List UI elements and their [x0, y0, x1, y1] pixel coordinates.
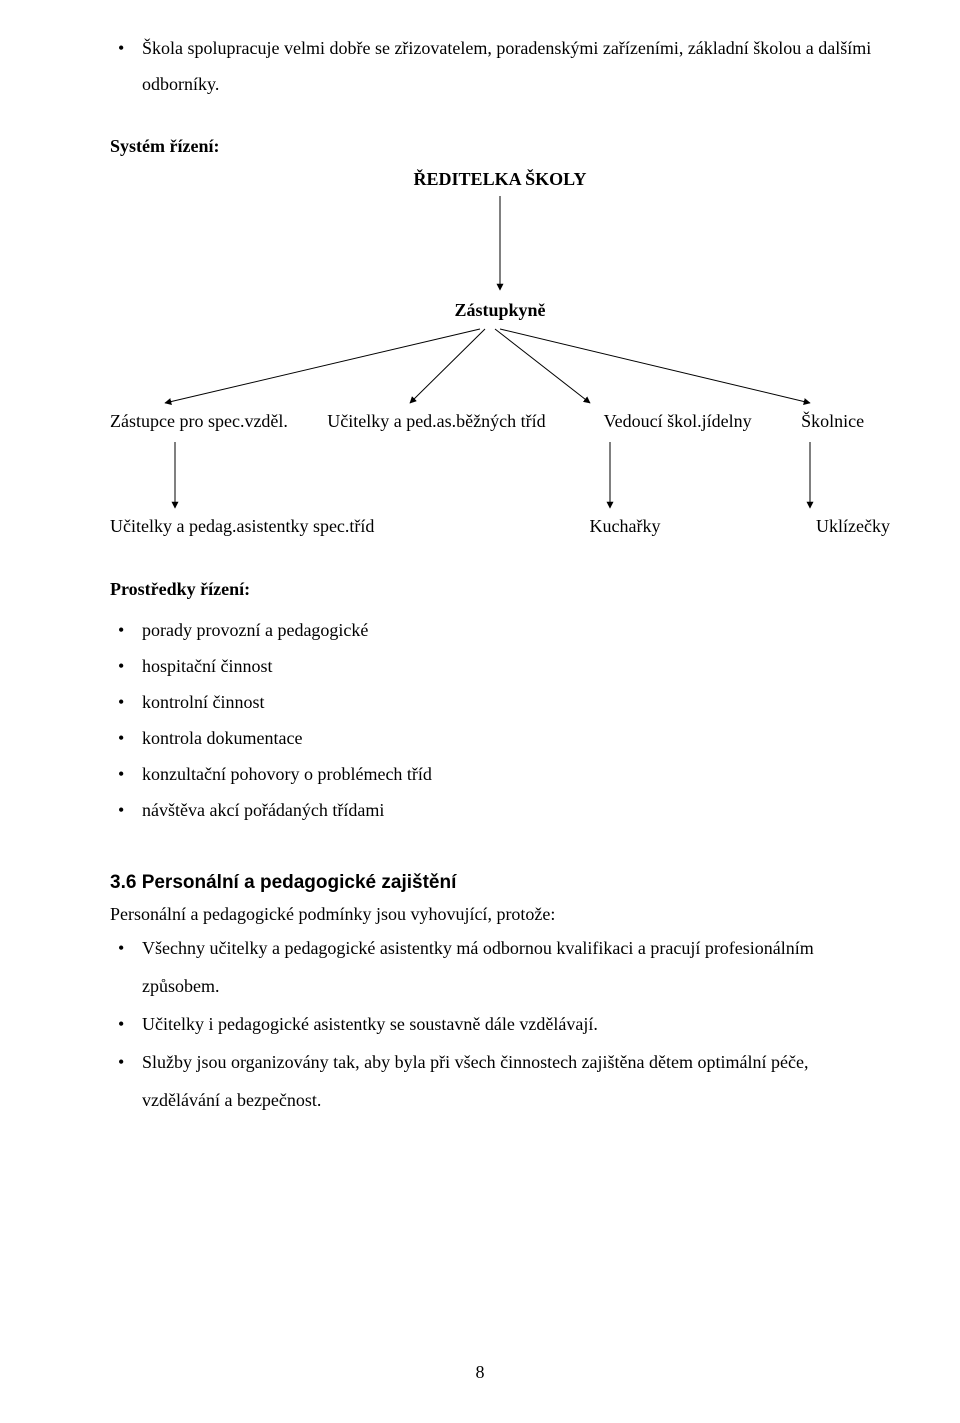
org-arrows-root [170, 190, 830, 300]
list-item: návštěva akcí pořádaných třídami [110, 792, 890, 828]
list-item: Učitelky i pedagogické asistentky se sou… [110, 1006, 890, 1044]
sec36-list: Všechny učitelky a pedagogické asistentk… [110, 930, 890, 1119]
page-number: 8 [0, 1362, 960, 1383]
list-item: Služby jsou organizovány tak, aby byla p… [110, 1044, 890, 1120]
org-row2-c: Uklízečky [720, 516, 890, 537]
list-item: porady provozní a pedagogické [110, 612, 890, 648]
list-item: kontrolní činnost [110, 684, 890, 720]
org-row2-a: Učitelky a pedag.asistentky spec.tříd [110, 516, 530, 537]
intro-bullet: Škola spolupracuje velmi dobře se zřizov… [110, 30, 890, 102]
system-heading: Systém řízení: [110, 136, 890, 157]
org-arrows-leaves [110, 436, 890, 516]
means-heading: Prostředky řízení: [110, 579, 890, 600]
means-list: porady provozní a pedagogické hospitační… [110, 612, 890, 828]
org-row2-b: Kuchařky [540, 516, 710, 537]
org-row1-d: Školnice [801, 411, 890, 432]
org-row-1: Zástupce pro spec.vzděl. Učitelky a ped.… [110, 411, 890, 432]
org-row1-a: Zástupce pro spec.vzděl. [110, 411, 327, 432]
list-item: kontrola dokumentace [110, 720, 890, 756]
org-row1-b: Učitelky a ped.as.běžných tříd [327, 411, 603, 432]
org-row-2: Učitelky a pedag.asistentky spec.tříd Ku… [110, 516, 890, 537]
intro-bullet-list: Škola spolupracuje velmi dobře se zřizov… [110, 30, 890, 102]
list-item: Všechny učitelky a pedagogické asistentk… [110, 930, 890, 1006]
list-item: hospitační činnost [110, 648, 890, 684]
list-item: konzultační pohovory o problémech tříd [110, 756, 890, 792]
intro-bullet-text: Škola spolupracuje velmi dobře se zřizov… [142, 38, 871, 94]
sec36-intro: Personální a pedagogické podmínky jsou v… [110, 898, 890, 930]
org-row1-c: Vedoucí škol.jídelny [604, 411, 801, 432]
org-root-label: ŘEDITELKA ŠKOLY [110, 169, 890, 190]
org-sub-label: Zástupkyně [110, 300, 890, 321]
sec36-heading: 3.6 Personální a pedagogické zajištění [110, 872, 890, 894]
org-arrows-fan [110, 323, 890, 411]
